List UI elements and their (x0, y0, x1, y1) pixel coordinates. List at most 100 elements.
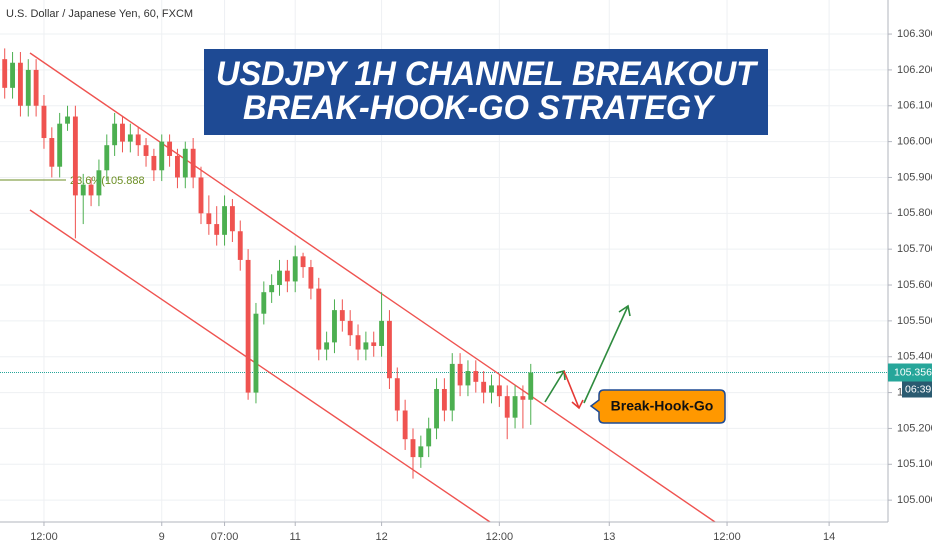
candle-body (496, 385, 502, 397)
candle-body (300, 256, 306, 268)
candle-body (96, 170, 102, 196)
x-tick-label: 11 (290, 531, 301, 543)
candle-body (512, 396, 518, 418)
candle-body (151, 155, 157, 171)
countdown-label: 06:39 (905, 383, 931, 395)
candle-body (17, 62, 23, 106)
y-tick-label: 105.900 (897, 171, 932, 183)
candle-body (441, 388, 447, 411)
callout-text: Break-Hook-Go (611, 398, 714, 414)
channel-upper (29, 52, 716, 523)
y-tick-label: 105.000 (897, 494, 932, 506)
y-tick-label: 105.600 (897, 279, 932, 291)
candle-body (253, 313, 259, 393)
axis-labels: 105.000105.100105.200105.300105.400105.5… (30, 28, 932, 543)
candle-body (198, 177, 204, 214)
candle-body (324, 342, 330, 350)
candle-body (355, 335, 361, 350)
symbol-label: U.S. Dollar / Japanese Yen, 60, FXCM (6, 8, 193, 20)
channel-lower (29, 209, 491, 523)
candle-body (167, 141, 173, 156)
candle-body (182, 148, 188, 178)
title-box (204, 49, 768, 135)
candle-body (402, 410, 408, 440)
candle-body (426, 428, 432, 447)
arrow-hook (563, 370, 580, 409)
candle-body (72, 116, 78, 196)
y-tick-label: 105.400 (897, 351, 932, 363)
title-line: USDJPY 1H CHANNEL BREAKOUT (216, 55, 759, 93)
x-tick-label: 07:00 (211, 531, 239, 543)
candle-body (2, 59, 8, 88)
candle-body (190, 148, 196, 178)
candle-body (308, 267, 314, 289)
candle-body (245, 259, 251, 393)
candle-body (112, 123, 118, 146)
candle-body (49, 138, 55, 167)
fib-label: 23.6%(105.888 (70, 175, 145, 187)
callout-box (589, 389, 726, 424)
y-tick-label: 106.200 (897, 64, 932, 76)
y-tick-label: 106.300 (897, 28, 932, 40)
candle-body (339, 310, 345, 321)
last-price-label: 105.356 (894, 366, 932, 378)
candle-body (410, 439, 416, 458)
y-tick-label: 106.100 (897, 100, 932, 112)
candle-body (269, 285, 275, 293)
candle-body (237, 231, 243, 260)
candle-body (379, 320, 385, 346)
price-axis (888, 0, 932, 550)
candle-body (104, 145, 110, 171)
candle-body (457, 363, 463, 386)
candle-body (41, 105, 47, 139)
candle-body (418, 446, 424, 458)
candle-body (386, 320, 392, 379)
y-tick-label: 106.000 (897, 136, 932, 148)
candle-body (33, 69, 39, 106)
candle-body (143, 145, 149, 156)
x-tick-label: 13 (603, 531, 615, 543)
arrows (544, 304, 631, 410)
arrow-head (571, 399, 584, 410)
candle-body (25, 69, 31, 106)
candle-body (277, 270, 282, 286)
x-tick-label: 9 (159, 531, 165, 543)
countdown-box (902, 381, 932, 398)
candle-body (520, 396, 526, 400)
candle-body (347, 320, 353, 336)
x-tick-label: 12 (375, 531, 387, 543)
x-tick-label: 12:00 (713, 531, 741, 543)
title-line: BREAK-HOOK-GO STRATEGY (243, 89, 716, 127)
candle-body (57, 123, 63, 167)
candle-body (135, 134, 141, 146)
candle-body (528, 372, 534, 400)
candles (2, 48, 534, 479)
candle-body (65, 116, 70, 124)
candle-body (159, 141, 165, 171)
candle-body (88, 184, 94, 196)
candle-body (465, 371, 471, 386)
y-tick-label: 105.100 (897, 458, 932, 470)
y-tick-label: 105.500 (897, 315, 932, 327)
candle-body (332, 310, 337, 343)
candle-body (371, 342, 377, 346)
candle-body (80, 184, 86, 196)
candle-body (284, 270, 290, 282)
candle-body (316, 288, 322, 350)
candle-body (261, 292, 267, 314)
candle-body (504, 396, 510, 418)
candle-body (214, 224, 220, 235)
candle-body (449, 363, 455, 411)
candle-body (222, 206, 227, 235)
arrow-head (618, 304, 631, 317)
y-tick-label: 105.700 (897, 243, 932, 255)
candle-body (473, 371, 479, 382)
arrow-go (583, 305, 629, 404)
x-tick-label: 14 (823, 531, 835, 543)
candle-body (394, 378, 400, 411)
last-price-box (888, 363, 932, 382)
candle-body (481, 381, 487, 393)
candle-body (120, 123, 125, 142)
y-tick-label: 105.200 (897, 422, 932, 434)
